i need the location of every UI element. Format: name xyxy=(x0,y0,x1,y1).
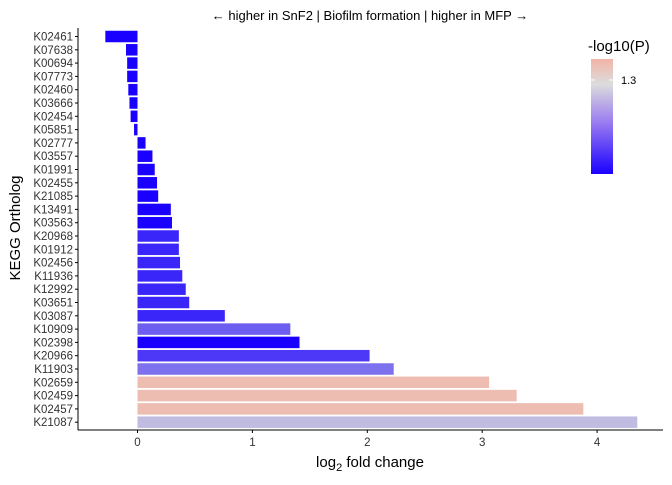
chart-title: ← higher in SnF2 | Biofilm formation | h… xyxy=(212,8,528,23)
bar-K02457 xyxy=(137,403,584,415)
x-tick-label: 2 xyxy=(364,437,370,449)
bar-K07773 xyxy=(127,70,138,83)
bar-K03557 xyxy=(137,150,153,162)
bar-K11936 xyxy=(137,270,183,282)
bar-K03563 xyxy=(137,216,172,229)
legend-title: -log10(P) xyxy=(588,38,650,55)
x-axis-label: log2 fold change xyxy=(316,454,424,474)
bar-K02456 xyxy=(137,256,181,269)
y-tick-label: K02459 xyxy=(33,391,73,403)
y-tick-label: K03087 xyxy=(33,311,73,323)
y-tick-label: K20968 xyxy=(33,231,73,243)
y-tick-label: K13491 xyxy=(33,204,73,216)
x-tick-label: 4 xyxy=(594,437,601,449)
y-tick-label: K11903 xyxy=(34,364,73,376)
y-tick-label: K10909 xyxy=(33,324,73,336)
legend: -log10(P) 1.3 xyxy=(588,38,650,174)
y-tick-label: K03666 xyxy=(33,98,73,110)
y-tick-label: K02777 xyxy=(33,138,73,150)
bar-K05851 xyxy=(134,123,138,136)
bar-K03666 xyxy=(129,97,138,109)
y-tick-label: K21087 xyxy=(33,417,73,429)
y-tick-label: K07638 xyxy=(33,45,73,57)
bar-K21085 xyxy=(137,190,159,202)
y-tick-label: K02460 xyxy=(33,85,73,97)
bars-group xyxy=(105,30,638,428)
y-tick-label: K07773 xyxy=(33,71,73,83)
bar-K07638 xyxy=(126,44,138,56)
bar-K13491 xyxy=(137,203,171,216)
y-axis-label: KEGG Ortholog xyxy=(7,175,24,280)
bar-K20966 xyxy=(137,349,370,362)
y-tick-label: K12992 xyxy=(33,284,73,296)
y-tick-label: K01991 xyxy=(33,165,73,177)
bar-K03087 xyxy=(137,310,225,322)
bar-K01991 xyxy=(137,163,155,176)
bar-K02659 xyxy=(137,376,490,389)
x-axis: 0 1 2 3 4 xyxy=(134,430,601,449)
x-tick-label: 3 xyxy=(479,437,485,449)
legend-colorbar xyxy=(591,59,613,174)
y-tick-label: K02398 xyxy=(33,337,73,349)
y-tick-label: K02454 xyxy=(33,111,73,123)
bar-K10909 xyxy=(137,323,291,335)
bar-K21087 xyxy=(137,416,638,428)
bar-K01912 xyxy=(137,243,179,256)
y-tick-label: K01912 xyxy=(33,244,73,256)
y-tick-label: K03651 xyxy=(33,298,73,310)
bar-K02454 xyxy=(130,110,138,123)
y-tick-label: K03557 xyxy=(33,151,73,163)
bar-K02455 xyxy=(137,177,158,189)
y-tick-label: K02456 xyxy=(33,258,73,270)
y-tick-label: K00694 xyxy=(33,58,73,70)
x-tick-label: 1 xyxy=(249,437,255,449)
x-tick-label: 0 xyxy=(134,437,140,449)
bar-K02461 xyxy=(105,30,138,43)
bar-K02459 xyxy=(137,389,517,402)
legend-tick-label: 1.3 xyxy=(621,75,636,87)
bar-K11903 xyxy=(137,363,394,375)
y-tick-label: K02461 xyxy=(33,32,73,44)
y-tick-labels: K02461K07638K00694K07773K02460K03666K024… xyxy=(33,32,78,429)
bar-K02398 xyxy=(137,336,300,349)
bar-K12992 xyxy=(137,283,186,295)
y-tick-label: K02659 xyxy=(33,377,73,389)
y-tick-label: K20966 xyxy=(33,351,73,363)
y-tick-label: K02457 xyxy=(33,404,73,416)
y-tick-label: K02455 xyxy=(33,178,73,190)
bar-K03651 xyxy=(137,296,190,309)
bar-K02460 xyxy=(128,83,138,96)
y-tick-label: K05851 xyxy=(33,125,73,137)
y-tick-label: K03563 xyxy=(33,218,73,230)
bar-K20968 xyxy=(137,230,179,242)
bar-K02777 xyxy=(137,137,146,149)
y-tick-label: K21085 xyxy=(33,191,73,203)
y-tick-label: K11936 xyxy=(34,271,73,283)
bar-K00694 xyxy=(127,57,138,69)
